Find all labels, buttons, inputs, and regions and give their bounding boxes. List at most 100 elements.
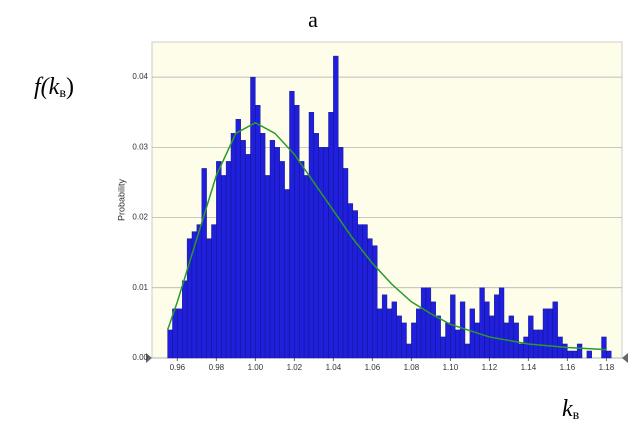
bar xyxy=(250,76,256,359)
bar xyxy=(479,287,485,359)
y-tick-label: 0.01 xyxy=(132,283,148,292)
bar xyxy=(567,350,573,359)
axis-arrow-left xyxy=(146,353,152,363)
bar xyxy=(474,322,480,359)
bar xyxy=(201,168,207,359)
bar xyxy=(576,343,583,359)
bar xyxy=(318,147,324,359)
bar xyxy=(221,175,227,359)
bar xyxy=(401,322,407,359)
chart-title: a xyxy=(308,7,318,32)
bar xyxy=(274,147,280,359)
bar xyxy=(245,154,251,359)
bar xyxy=(289,90,295,359)
bar xyxy=(381,294,388,359)
bar xyxy=(279,161,285,359)
bar xyxy=(294,104,300,359)
bar xyxy=(177,308,183,359)
y-label: f(kв) xyxy=(34,74,74,102)
bar xyxy=(562,343,568,359)
bar xyxy=(484,301,490,359)
bar xyxy=(167,329,173,359)
bar xyxy=(606,350,612,359)
x-tick-label: 1.06 xyxy=(365,363,381,372)
x-tick-label: 0.98 xyxy=(209,363,225,372)
bar xyxy=(333,55,339,359)
bar xyxy=(425,287,432,359)
x-tick-label: 1.12 xyxy=(482,363,498,372)
bar xyxy=(362,224,368,359)
bar xyxy=(435,315,441,359)
x-tick-label: 1.16 xyxy=(560,363,576,372)
bar xyxy=(303,175,310,359)
x-tick-label: 0.96 xyxy=(170,363,186,372)
bar xyxy=(367,238,373,359)
bar xyxy=(235,119,241,359)
bar xyxy=(586,350,592,359)
bar xyxy=(182,280,188,359)
bar xyxy=(206,238,212,359)
y-label-end: ) xyxy=(66,74,74,100)
bar xyxy=(498,287,505,359)
bar xyxy=(391,301,397,359)
bar xyxy=(518,343,524,359)
bar xyxy=(260,133,266,359)
x-label: kв xyxy=(562,396,580,424)
bar xyxy=(464,343,471,359)
bar xyxy=(455,329,461,359)
bar xyxy=(284,189,290,359)
bar xyxy=(347,203,354,359)
bar xyxy=(459,301,466,359)
bar xyxy=(572,350,578,359)
x-label-main: k xyxy=(562,396,573,422)
bar xyxy=(542,308,549,359)
bar xyxy=(386,308,393,359)
bar xyxy=(377,308,383,359)
x-label-sub: в xyxy=(573,408,580,423)
bar xyxy=(552,301,558,359)
bar xyxy=(372,245,378,359)
y-tick-label: 0.04 xyxy=(132,72,148,81)
bar xyxy=(323,147,329,359)
bar xyxy=(547,308,553,359)
bar xyxy=(211,224,217,359)
bar xyxy=(313,133,319,359)
bar xyxy=(528,315,534,359)
bar xyxy=(338,147,344,359)
bar xyxy=(469,308,475,359)
bar xyxy=(445,322,451,359)
bar xyxy=(172,308,178,359)
y-label-main: f(k xyxy=(34,74,60,100)
bar xyxy=(411,322,417,359)
x-tick-label: 1.00 xyxy=(248,363,264,372)
bar xyxy=(328,112,334,359)
bar xyxy=(406,343,412,359)
bar xyxy=(342,168,349,359)
bar xyxy=(240,140,246,359)
bar xyxy=(269,140,276,359)
x-tick-label: 1.08 xyxy=(404,363,420,372)
bar xyxy=(230,133,237,359)
x-tick-label: 1.04 xyxy=(326,363,342,372)
bar xyxy=(216,161,222,359)
bar xyxy=(308,112,315,359)
bar xyxy=(494,294,500,359)
axis-arrow-right xyxy=(622,353,628,363)
bar xyxy=(420,287,427,359)
y-tick-label: 0.02 xyxy=(132,213,148,222)
bar xyxy=(513,322,519,359)
bar xyxy=(508,315,514,359)
bar xyxy=(523,336,529,359)
bar xyxy=(601,336,607,359)
x-tick-label: 1.18 xyxy=(599,363,615,372)
bar xyxy=(440,336,446,359)
bar xyxy=(196,224,202,359)
y-label-sub: в xyxy=(59,86,66,101)
bar xyxy=(225,161,232,359)
bar xyxy=(299,161,305,359)
bar xyxy=(537,329,544,359)
axis-label: Probability xyxy=(116,178,126,221)
bar xyxy=(396,315,402,359)
bar xyxy=(416,308,422,359)
